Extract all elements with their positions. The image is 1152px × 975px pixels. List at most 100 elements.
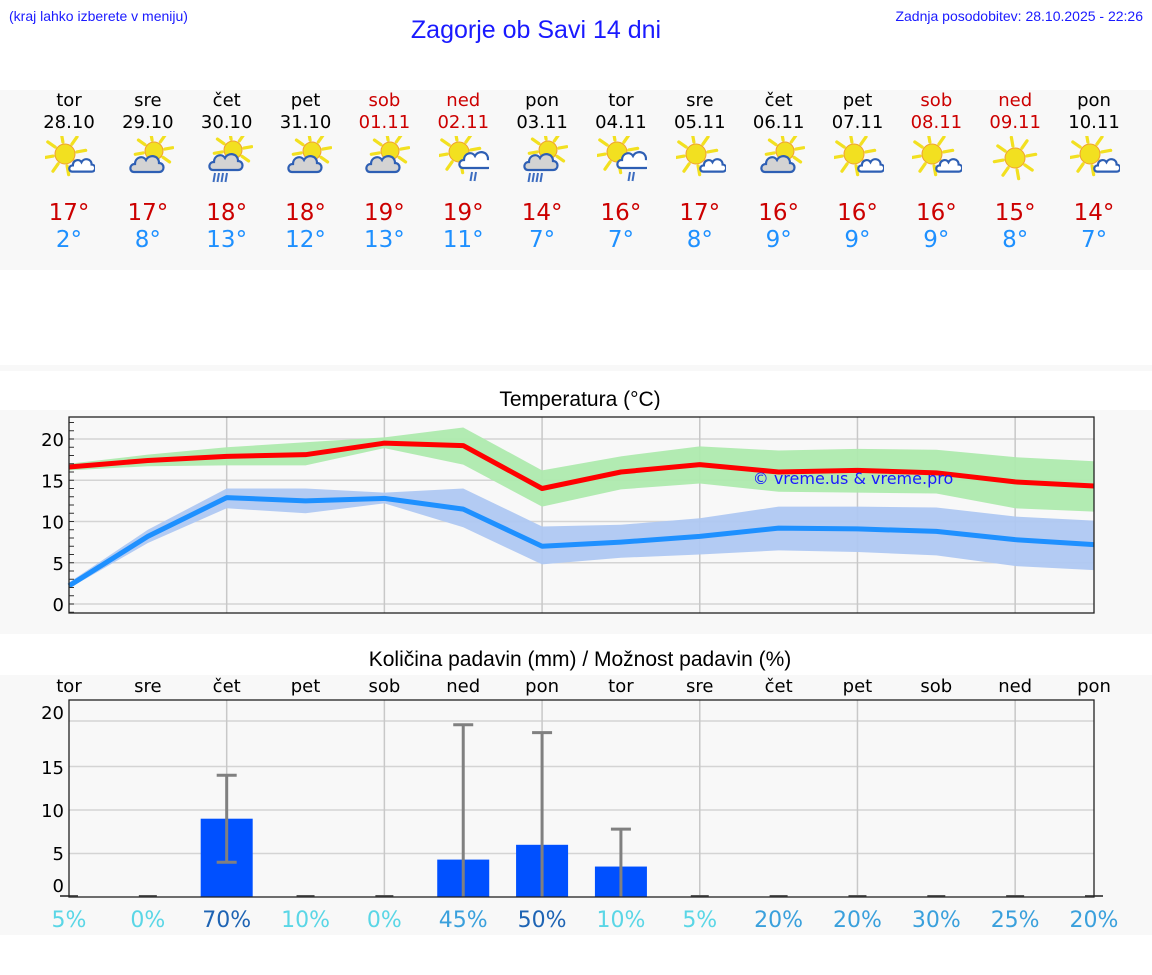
svg-text:20%: 20%	[833, 908, 882, 933]
svg-text:5%: 5%	[52, 908, 87, 933]
svg-text:0: 0	[53, 595, 64, 616]
min-temp: 13°	[206, 227, 248, 253]
sun-small-cloud-icon	[831, 131, 885, 186]
day-name: pon	[525, 90, 560, 111]
day-name: čet	[212, 90, 241, 111]
svg-text:pon: pon	[1077, 676, 1111, 697]
day-name: sob	[368, 90, 401, 111]
sun-small-cloud-icon	[42, 131, 97, 186]
svg-text:tor: tor	[56, 676, 82, 697]
max-temp: 16°	[600, 200, 642, 226]
day-name: sre	[134, 90, 162, 111]
sun-small-cloud-icon	[673, 131, 728, 186]
svg-text:0%: 0%	[130, 908, 165, 933]
day-date: 31.10	[279, 112, 332, 133]
day-name: pet	[842, 90, 873, 111]
svg-text:25%: 25%	[991, 908, 1040, 933]
day-name: pon	[1077, 90, 1111, 111]
day-date: 10.11	[1068, 112, 1120, 133]
min-temp: 8°	[134, 227, 161, 253]
sun-small-cloud-icon	[1067, 131, 1122, 186]
day-date: 08.11	[910, 112, 963, 133]
svg-text:sob: sob	[920, 676, 952, 697]
sun-icon	[991, 135, 1041, 186]
svg-text:30%: 30%	[912, 908, 961, 933]
svg-text:20%: 20%	[754, 908, 803, 933]
day-date: 28.10	[43, 112, 95, 133]
svg-text:ned: ned	[446, 676, 480, 697]
svg-text:5: 5	[53, 554, 64, 575]
sun-cloud-light-rain-icon	[594, 129, 652, 186]
sun-cloud-light-rain-icon	[436, 129, 494, 186]
day-date: 05.11	[674, 112, 726, 133]
svg-text:sre: sre	[134, 676, 161, 697]
daily-forecast-strip: tor 28.10 17° 2° sre 29.10 17° 8° čet 30.10 18° 13°…	[0, 90, 1152, 270]
location-hint[interactable]: (kraj lahko izberete v meniju)	[9, 8, 188, 24]
temperature-chart-title: Temperatura (°C)	[499, 388, 661, 411]
svg-text:pet: pet	[843, 676, 873, 697]
svg-text:20: 20	[41, 703, 64, 724]
day-date: 06.11	[752, 112, 805, 133]
day-name: ned	[998, 90, 1033, 111]
day-name: ned	[446, 90, 481, 111]
day-date: 02.11	[437, 112, 490, 133]
day-name: sre	[686, 90, 714, 111]
svg-text:ned: ned	[998, 676, 1032, 697]
svg-text:5%: 5%	[682, 908, 717, 933]
min-temp: 7°	[1080, 227, 1108, 253]
sun-grey-cloud-rain-icon	[203, 129, 253, 186]
svg-text:15: 15	[41, 471, 64, 492]
min-temp: 7°	[529, 227, 556, 253]
precipitation-chart-title: Količina padavin (mm) / Možnost padavin …	[368, 648, 792, 671]
min-temp: 12°	[285, 227, 326, 253]
day-date: 01.11	[358, 112, 411, 133]
max-temp: 16°	[837, 200, 878, 226]
temperature-chart: 0 5 10 15 20 © vreme.us & vreme.pro	[41, 416, 1095, 616]
svg-text:čet: čet	[765, 676, 793, 697]
max-temp: 17°	[679, 200, 721, 226]
precipitation-chart: tor sre čet pet sob ned pon tor sre čet pet sob ned p…	[41, 676, 1119, 933]
svg-text:10: 10	[41, 801, 64, 822]
svg-text:20%: 20%	[1070, 908, 1119, 933]
page-title: Zagorje ob Savi 14 dni	[410, 16, 662, 44]
day-date: 30.10	[200, 112, 253, 133]
max-temp: 18°	[285, 200, 326, 226]
min-temp: 11°	[442, 227, 484, 253]
svg-text:5: 5	[53, 844, 64, 865]
day-name: sob	[920, 90, 953, 111]
day-date: 03.11	[516, 112, 568, 133]
max-temp: 16°	[758, 200, 800, 226]
svg-text:pon: pon	[525, 676, 559, 697]
svg-text:sob: sob	[368, 676, 400, 697]
svg-text:45%: 45%	[439, 908, 488, 933]
svg-text:10: 10	[41, 513, 64, 534]
sun-grey-cloud-rain-icon	[518, 129, 569, 186]
max-temp: 18°	[206, 200, 248, 226]
day-name: čet	[764, 90, 793, 111]
max-temp: 16°	[915, 200, 957, 226]
sun-grey-cloud-icon	[282, 130, 332, 186]
svg-text:čet: čet	[213, 676, 241, 697]
max-temp: 15°	[994, 200, 1036, 226]
max-temp: 14°	[521, 200, 563, 226]
svg-text:20: 20	[41, 430, 64, 451]
svg-text:tor: tor	[608, 676, 634, 697]
day-date: 09.11	[989, 112, 1041, 133]
sun-grey-cloud-icon	[755, 130, 805, 186]
min-temp: 8°	[1002, 227, 1029, 253]
svg-text:0: 0	[53, 876, 64, 897]
day-name: tor	[56, 90, 82, 111]
sun-grey-cloud-icon	[360, 130, 411, 186]
separator	[0, 365, 1152, 371]
svg-text:pet: pet	[291, 676, 321, 697]
last-updated: Zadnja posodobitev: 28.10.2025 - 22:26	[895, 8, 1143, 24]
day-name: tor	[608, 90, 634, 111]
max-temp: 19°	[442, 200, 484, 226]
min-temp: 9°	[923, 227, 950, 253]
max-temp: 19°	[364, 200, 405, 226]
day-date: 07.11	[831, 112, 884, 133]
min-temp: 9°	[765, 227, 792, 253]
min-temp: 13°	[364, 227, 405, 253]
min-temp: 8°	[686, 227, 713, 253]
max-temp: 14°	[1073, 200, 1115, 226]
